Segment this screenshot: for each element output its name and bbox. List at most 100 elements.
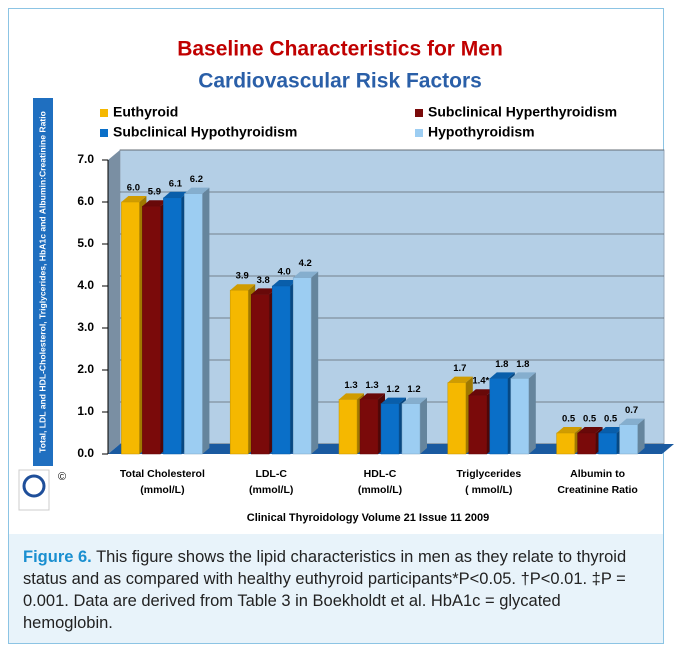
bar [271, 285, 291, 455]
source: Clinical Thyroidology Volume 21 Issue 11… [247, 512, 490, 524]
bar-top [402, 397, 427, 404]
value-label: 1.2 [407, 384, 420, 395]
bar-top [251, 288, 277, 295]
bar-side [637, 418, 645, 454]
bar-top [184, 187, 210, 194]
bar [556, 432, 575, 455]
legend-label: Hypothyroidism [428, 124, 535, 140]
value-label: 6.1 [169, 178, 183, 189]
chart-subtitle: Cardiovascular Risk Factors [198, 70, 482, 93]
y-tick-label: 3.0 [77, 320, 94, 334]
bar [468, 394, 488, 455]
value-label: 6.2 [190, 174, 203, 185]
value-label: 0.5 [583, 414, 597, 425]
caption-text: This figure shows the lipid characterist… [23, 548, 627, 632]
bar-top [489, 372, 515, 379]
bar [250, 294, 270, 455]
value-label: 1.4* [472, 376, 489, 387]
bar-top [121, 196, 147, 202]
bar-top [510, 372, 536, 379]
x-tick-label: LDL-C (mmol/L) [249, 468, 293, 496]
chart: Baseline Characteristics for Men Cardiov… [18, 38, 674, 524]
y-tick-label: 7.0 [77, 152, 94, 166]
bar [447, 382, 467, 455]
legend-label: Subclinical Hypothyroidism [113, 124, 297, 140]
value-label: 1.8 [495, 359, 508, 370]
y-axis-label: Total, LDL and HDL-Cholesterol, Triglyce… [37, 111, 47, 453]
legend-label: Euthyroid [113, 104, 178, 120]
bar [510, 378, 530, 455]
bar-side [202, 187, 210, 454]
value-label: 1.3 [365, 380, 378, 391]
y-tick-label: 0.0 [77, 446, 94, 460]
legend-swatch [100, 109, 108, 117]
value-label: 1.7 [453, 363, 466, 374]
logo-box [18, 469, 50, 511]
legend-swatch [415, 129, 423, 137]
bar-top [598, 427, 624, 433]
value-label: 0.7 [625, 405, 638, 416]
value-label: 4.0 [278, 267, 291, 278]
value-label: 4.2 [299, 258, 312, 269]
bar-top [556, 427, 582, 433]
bar [184, 193, 203, 455]
bar [489, 378, 509, 455]
bar [619, 424, 638, 455]
bar-top [468, 389, 494, 396]
y-tick-label: 2.0 [77, 362, 94, 376]
bar-top [360, 393, 385, 400]
value-label: 0.5 [604, 414, 618, 425]
y-tick-label: 6.0 [77, 194, 94, 208]
bar [598, 432, 617, 455]
value-label: 5.9 [148, 187, 161, 198]
value-label: 3.9 [236, 271, 249, 282]
bar-side [420, 397, 427, 454]
x-tick-label: Triglycerides( mmol/L) [456, 468, 521, 496]
bar [292, 277, 312, 455]
legend-swatch [100, 129, 108, 137]
bar-top [142, 200, 168, 207]
bar [163, 197, 182, 455]
bar [142, 205, 161, 455]
y-tick-label: 1.0 [77, 404, 94, 418]
x-tick-label: Albumin to Creatinine Ratio [557, 468, 638, 496]
value-label: 6.0 [127, 183, 140, 194]
bar-top [163, 191, 189, 198]
x-tick-label: Total Cholesterol (mmol/L) [120, 468, 205, 496]
side-wall [108, 150, 120, 454]
value-label: 1.8 [516, 359, 529, 370]
x-tick-label: HDL-C (mmol/L) [358, 468, 402, 496]
value-label: 0.5 [562, 414, 576, 425]
bar [401, 403, 421, 455]
bar [229, 289, 249, 455]
bar-top [272, 280, 298, 286]
bar-top [381, 397, 406, 404]
bar-top [339, 393, 364, 400]
bar [577, 432, 596, 455]
value-label: 1.2 [386, 384, 399, 395]
bar [359, 399, 379, 455]
bar-top [577, 427, 603, 433]
legend-label: Subclinical Hyperthyroidism [428, 104, 617, 120]
bar [380, 403, 400, 455]
caption: Figure 6. This figure shows the lipid ch… [9, 534, 663, 643]
bar-top [230, 284, 256, 291]
bar-top [293, 271, 319, 278]
bar-top [447, 376, 473, 383]
logo [22, 474, 46, 498]
value-label: 3.8 [257, 275, 270, 286]
value-label: 1.3 [344, 380, 357, 391]
y-label-band [33, 98, 53, 466]
bar [338, 399, 358, 455]
legend-swatch [415, 109, 423, 117]
caption-label: Figure 6. [23, 548, 92, 566]
y-tick-label: 4.0 [77, 278, 94, 292]
chart-title: Baseline Characteristics for Men [177, 38, 503, 61]
bar-side [311, 271, 319, 454]
copyright: © [58, 471, 66, 483]
bar-top [619, 418, 645, 425]
bar [121, 201, 140, 455]
y-tick-label: 5.0 [77, 236, 94, 250]
bar-side [528, 372, 536, 454]
